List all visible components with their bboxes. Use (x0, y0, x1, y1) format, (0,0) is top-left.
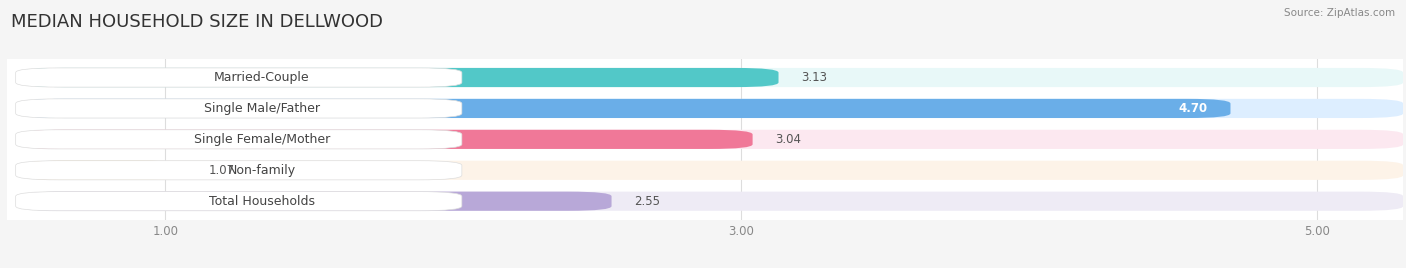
Text: 1.07: 1.07 (208, 164, 235, 177)
Text: Married-Couple: Married-Couple (214, 71, 309, 84)
FancyBboxPatch shape (15, 130, 461, 149)
Text: 3.13: 3.13 (801, 71, 828, 84)
Text: Source: ZipAtlas.com: Source: ZipAtlas.com (1284, 8, 1395, 18)
FancyBboxPatch shape (21, 130, 1403, 149)
FancyBboxPatch shape (21, 99, 1403, 118)
FancyBboxPatch shape (15, 192, 461, 211)
FancyBboxPatch shape (21, 161, 1403, 180)
Text: MEDIAN HOUSEHOLD SIZE IN DELLWOOD: MEDIAN HOUSEHOLD SIZE IN DELLWOOD (11, 13, 384, 31)
FancyBboxPatch shape (21, 68, 1403, 87)
FancyBboxPatch shape (21, 130, 752, 149)
Text: 3.04: 3.04 (776, 133, 801, 146)
FancyBboxPatch shape (21, 68, 779, 87)
FancyBboxPatch shape (21, 192, 1403, 211)
FancyBboxPatch shape (15, 161, 461, 180)
Text: Non-family: Non-family (228, 164, 295, 177)
FancyBboxPatch shape (21, 99, 1230, 118)
FancyBboxPatch shape (21, 161, 186, 180)
Text: 2.55: 2.55 (634, 195, 661, 208)
Text: Total Households: Total Households (209, 195, 315, 208)
Text: 4.70: 4.70 (1178, 102, 1208, 115)
FancyBboxPatch shape (15, 99, 461, 118)
Text: Single Female/Mother: Single Female/Mother (194, 133, 330, 146)
FancyBboxPatch shape (15, 68, 461, 87)
FancyBboxPatch shape (21, 192, 612, 211)
Text: Single Male/Father: Single Male/Father (204, 102, 319, 115)
